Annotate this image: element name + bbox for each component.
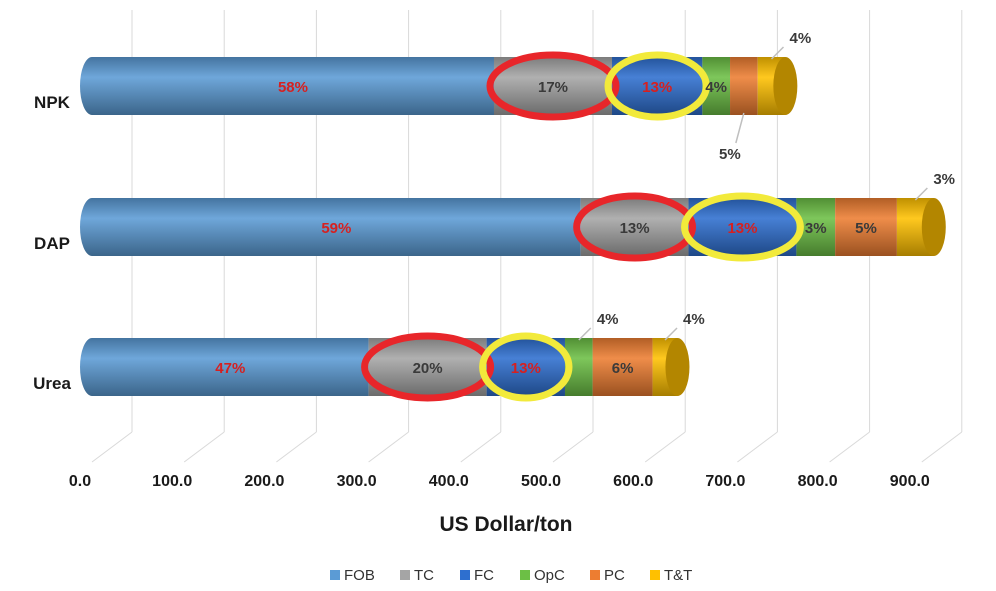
legend-swatch xyxy=(460,570,470,580)
legend-label: OpC xyxy=(534,567,565,584)
legend-label: FOB xyxy=(344,567,375,584)
data-label: 13% xyxy=(727,220,757,237)
data-label: 17% xyxy=(538,79,568,96)
highlight-ring-fc xyxy=(479,332,573,402)
bar-segment-tc xyxy=(368,338,487,396)
x-axis-title: US Dollar/ton xyxy=(439,513,572,536)
leader-line xyxy=(735,112,745,144)
data-label: 3% xyxy=(805,220,827,237)
x-tick-label: 300.0 xyxy=(337,473,377,490)
highlight-ring-tc xyxy=(361,332,495,402)
gridline-floor xyxy=(644,431,686,463)
data-label: 58% xyxy=(278,79,308,96)
bar-end-cap xyxy=(665,338,690,396)
gridline-floor xyxy=(460,431,502,463)
legend-swatch xyxy=(590,570,600,580)
bar-segment-fc xyxy=(612,57,703,115)
highlight-ring-tc xyxy=(573,192,697,262)
highlight-ring-tc xyxy=(486,51,620,121)
leader-line xyxy=(914,187,928,201)
category-label: NPK xyxy=(34,93,71,112)
x-tick-label: 0.0 xyxy=(69,473,91,490)
gridline-floor xyxy=(368,431,409,463)
gridline-floor xyxy=(829,431,870,463)
x-tick-label: 200.0 xyxy=(244,473,284,490)
x-tick-label: 900.0 xyxy=(890,473,930,490)
highlight-ring-fc xyxy=(681,192,804,262)
legend-swatch xyxy=(400,570,410,580)
legend: FOB TC FC OpC PC T&T xyxy=(330,567,692,584)
gridline-floor xyxy=(737,431,778,463)
x-tick-label: 800.0 xyxy=(798,473,838,490)
x-tick-label: 400.0 xyxy=(429,473,469,490)
data-label: 4% xyxy=(597,311,619,328)
legend-swatch xyxy=(520,570,530,580)
gridline-floor xyxy=(921,431,963,463)
leader-line xyxy=(664,327,678,341)
data-label: 4% xyxy=(683,311,705,328)
legend-label: TC xyxy=(414,567,434,584)
x-tick-label: 600.0 xyxy=(613,473,653,490)
leader-line xyxy=(578,327,592,341)
x-axis: 0.0 100.0 200.0 300.0 400.0 500.0 600.0 700.0 80… xyxy=(69,473,930,490)
bar-end-cap xyxy=(921,198,946,256)
leader-line xyxy=(770,46,785,60)
bar-segment-tc xyxy=(580,198,689,256)
data-label: 13% xyxy=(642,79,672,96)
data-label: 6% xyxy=(612,360,634,377)
data-label: 4% xyxy=(790,30,812,47)
x-tick-label: 500.0 xyxy=(521,473,561,490)
data-label: 3% xyxy=(933,171,955,188)
gridline-floor xyxy=(91,431,133,463)
bar-segment-tc xyxy=(493,57,613,115)
legend-label: PC xyxy=(604,567,625,584)
bar-end-cap xyxy=(773,57,798,115)
bars xyxy=(80,57,946,396)
legend-label: T&T xyxy=(664,567,692,584)
data-labels: NPK 58% 17% 13% 4% 5% 4% DAP 59% 13% 13% 3% 5% 3% Urea… xyxy=(33,30,955,402)
gridline-floor xyxy=(183,431,225,463)
bar-segment-fob xyxy=(92,338,369,396)
bar-segment-fc xyxy=(688,198,797,256)
bar-segment-fc xyxy=(486,338,565,396)
legend-swatch xyxy=(330,570,340,580)
gridline-floor xyxy=(552,431,594,463)
category-label: Urea xyxy=(33,374,71,393)
highlight-ring-fc xyxy=(604,51,710,121)
bar-segment-pc xyxy=(835,198,897,256)
data-label: 47% xyxy=(215,360,245,377)
bar-segment-fob xyxy=(92,198,581,256)
x-tick-label: 100.0 xyxy=(152,473,192,490)
x-tick-label: 700.0 xyxy=(705,473,745,490)
gridline-floor xyxy=(276,431,317,463)
category-label: DAP xyxy=(34,234,70,253)
bar-segment-pc xyxy=(592,338,653,396)
data-label: 13% xyxy=(620,220,650,237)
legend-label: FC xyxy=(474,567,494,584)
data-label: 4% xyxy=(705,79,727,96)
legend-swatch xyxy=(650,570,660,580)
data-label: 13% xyxy=(511,360,541,377)
bar-segment-pc xyxy=(730,57,758,115)
data-label: 59% xyxy=(321,220,351,237)
data-label: 20% xyxy=(413,360,443,377)
data-label: 5% xyxy=(719,146,741,163)
bar-segment-fob xyxy=(92,57,494,115)
data-label: 5% xyxy=(855,220,877,237)
